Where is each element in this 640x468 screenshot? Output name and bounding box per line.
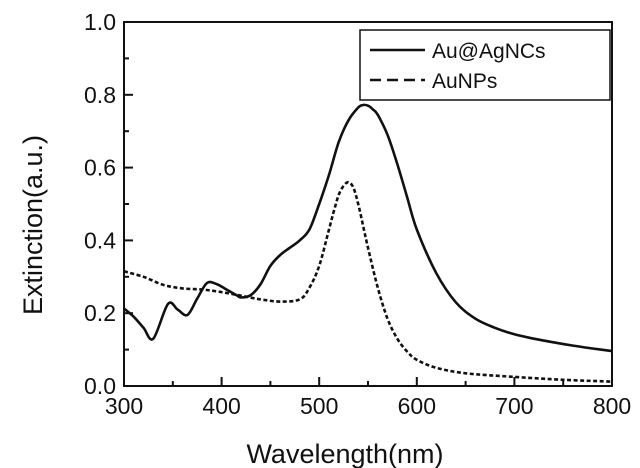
legend-label-aunps: AuNPs	[432, 70, 497, 93]
axis-ticks	[123, 21, 613, 387]
y-tick-label: 0.0	[84, 373, 116, 399]
series-line-au-agncs	[123, 103, 613, 353]
x-tick-labels: 300 400 500 600 700 800	[105, 393, 631, 419]
x-tick-label: 800	[593, 393, 631, 419]
x-tick-label: 300	[105, 393, 143, 419]
y-tick-labels: 0.0 0.2 0.4 0.6 0.8 1.0	[84, 9, 116, 399]
y-tick-label: 0.8	[84, 82, 116, 108]
x-tick-label: 400	[202, 393, 240, 419]
y-tick-label: 1.0	[84, 9, 116, 35]
legend-label-au-agncs: Au@AgNCs	[432, 40, 546, 63]
series-layer	[123, 103, 613, 383]
legend: Au@AgNCs AuNPs	[359, 29, 611, 101]
y-tick-label: 0.2	[84, 300, 116, 326]
x-tick-label: 600	[398, 393, 436, 419]
y-tick-label: 0.4	[84, 227, 116, 253]
x-tick-label: 700	[495, 393, 533, 419]
y-axis-title: Extinction(a.u.)	[18, 135, 48, 315]
y-tick-label: 0.6	[84, 155, 116, 181]
series-line-aunps	[123, 180, 613, 383]
x-tick-label: 500	[300, 393, 338, 419]
x-axis-title: Wavelength(nm)	[246, 439, 443, 468]
legend-box	[359, 29, 611, 101]
